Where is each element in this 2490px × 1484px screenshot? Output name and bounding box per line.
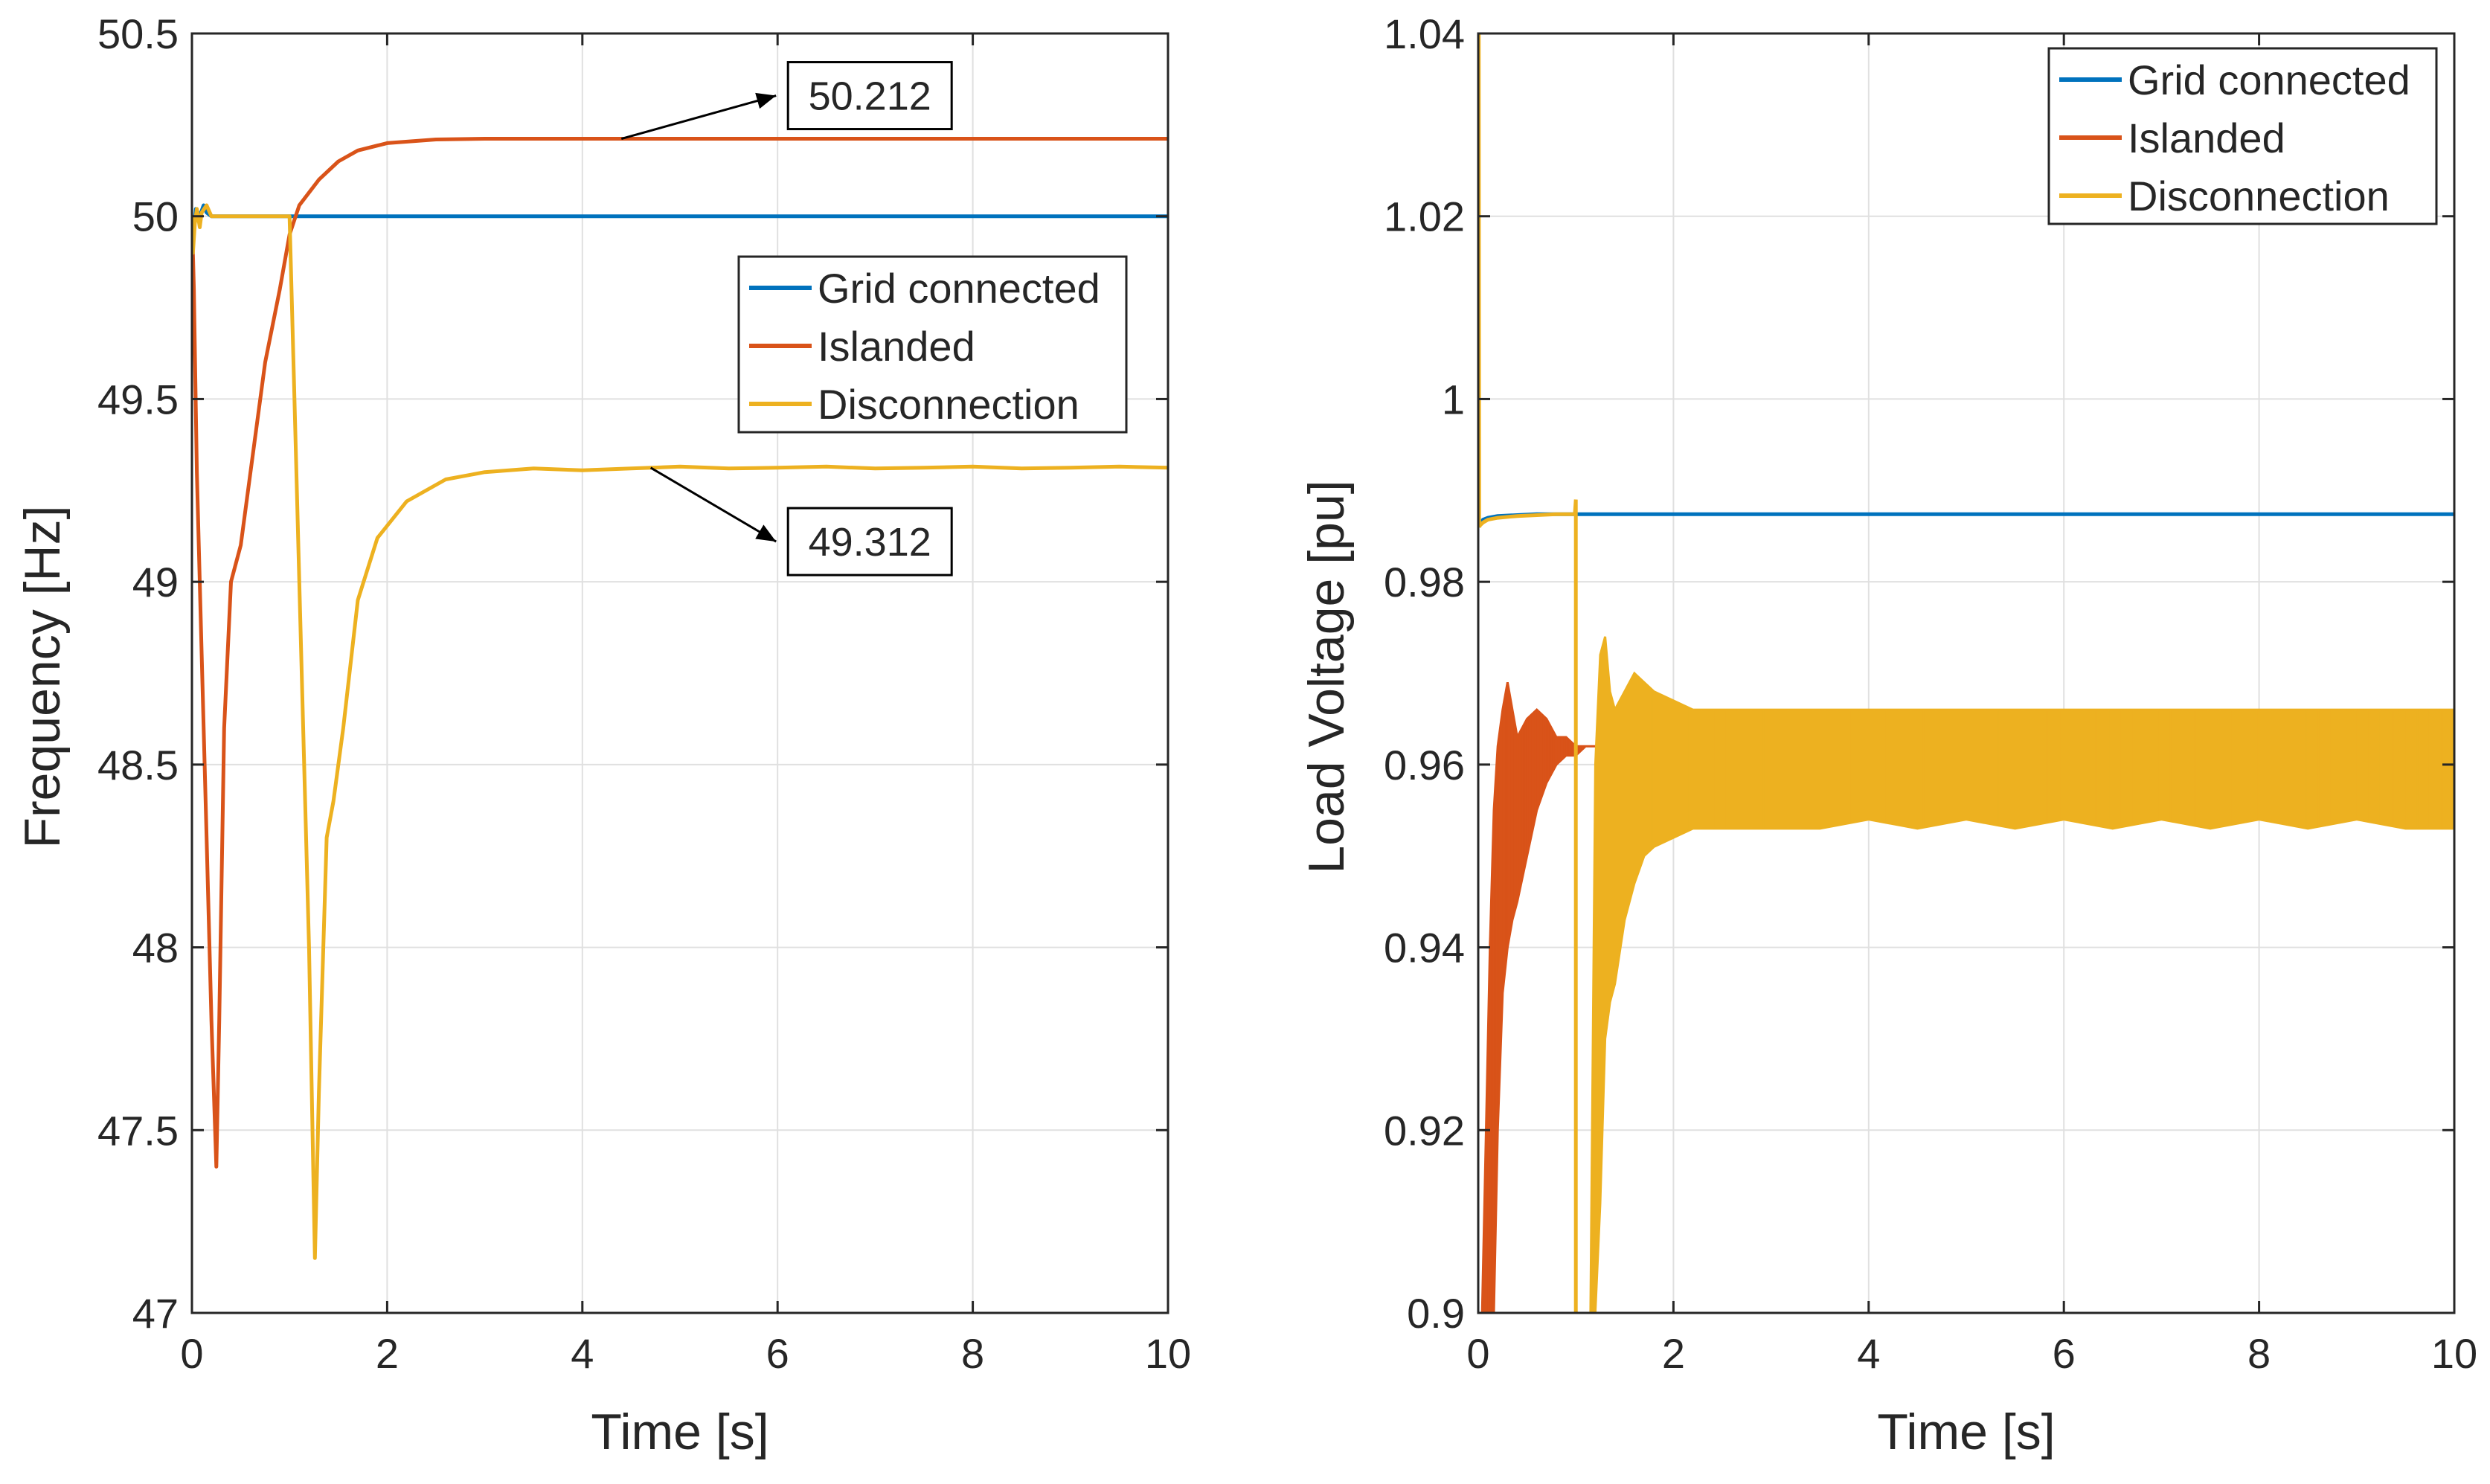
voltage-y-tick-label: 0.94 [1384, 925, 1465, 971]
frequency-y-tick-label: 50 [132, 193, 179, 240]
voltage-x-tick-label: 4 [1857, 1330, 1880, 1377]
frequency-plot-area [192, 33, 1168, 1313]
frequency-legend: Grid connected Islanded Disconnection [737, 255, 1128, 434]
voltage-x-tick-label: 2 [1662, 1330, 1685, 1377]
voltage-y-tick-label: 1.04 [1384, 10, 1465, 57]
frequency-series-disconnection [192, 203, 1168, 1260]
annotation-label: 50.212 [809, 74, 931, 119]
voltage-series [1478, 33, 2454, 1313]
frequency-x-tick-label: 8 [961, 1330, 984, 1377]
voltage-x-tick-label: 8 [2247, 1330, 2271, 1377]
frequency-y-tick-label: 47 [132, 1290, 179, 1337]
voltage-x-tick-label: 6 [2053, 1330, 2076, 1377]
voltage-x-axis-label: Time [s] [1877, 1404, 2055, 1460]
voltage-axes-box [1477, 32, 2456, 1314]
frequency-y-tick-label: 47.5 [97, 1107, 179, 1154]
annotation-arrow-head [755, 92, 777, 109]
voltage-ticks: 0 2 4 6 8 10 0.9 0.92 0.94 0.96 0.98 1 1.02 1.04 [1384, 10, 2477, 1377]
voltage-legend-label: Disconnection [2128, 173, 2390, 219]
voltage-legend: Grid connected Islanded Disconnection [2047, 47, 2438, 225]
frequency-y-tick-label: 48.5 [97, 742, 179, 788]
voltage-x-tick-label: 10 [2431, 1330, 2477, 1377]
voltage-series-disconnection-band [1589, 636, 2454, 1313]
frequency-x-tick-label: 0 [180, 1330, 203, 1377]
annotation-arrow-head [755, 524, 777, 542]
frequency-axes-box [190, 32, 1169, 1314]
frequency-x-tick-label: 4 [571, 1330, 594, 1377]
annotation-label: 49.312 [809, 520, 931, 565]
frequency-legend-label: Grid connected [818, 265, 1100, 312]
frequency-legend-label: Disconnection [818, 381, 1079, 428]
frequency-x-tick-label: 2 [376, 1330, 399, 1377]
voltage-y-tick-label: 1 [1442, 376, 1465, 423]
annotation-box [786, 507, 953, 576]
frequency-y-tick-label: 48 [132, 925, 179, 971]
frequency-series [192, 137, 1168, 1260]
annotation-arrow-line [620, 94, 777, 140]
voltage-plot-area [1478, 33, 2454, 1313]
voltage-y-tick-label: 0.96 [1384, 742, 1465, 788]
frequency-legend-label: Islanded [818, 323, 975, 370]
frequency-y-tick-label: 49 [132, 559, 179, 606]
voltage-series-disconnection-line [1478, 33, 1578, 1313]
frequency-x-axis-label: Time [s] [591, 1404, 769, 1460]
voltage-legend-label: Grid connected [2128, 57, 2410, 103]
annotation-box [786, 61, 953, 131]
frequency-y-axis-label: Frequency [Hz] [14, 505, 71, 848]
voltage-y-tick-label: 0.92 [1384, 1107, 1465, 1154]
frequency-x-tick-label: 6 [766, 1330, 789, 1377]
voltage-y-tick-label: 1.02 [1384, 193, 1465, 240]
frequency-x-tick-label: 10 [1145, 1330, 1191, 1377]
load-voltage-chart: Grid connected Islanded Disconnection 0 2 4 6… [1298, 10, 2477, 1460]
frequency-chart: 50.212 49.312 Grid connected Islanded Disco… [14, 10, 1191, 1460]
frequency-y-tick-label: 49.5 [97, 376, 179, 423]
annotation-arrow-line [649, 466, 777, 543]
frequency-y-tick-label: 50.5 [97, 10, 179, 57]
voltage-y-axis-label: Load Voltage [pu] [1298, 480, 1355, 873]
frequency-series-islanded [192, 137, 1168, 1169]
voltage-y-tick-label: 0.98 [1384, 559, 1465, 606]
voltage-y-tick-label: 0.9 [1407, 1290, 1465, 1337]
frequency-ticks: 0 2 4 6 8 10 47 47.5 48 48.5 49 49.5 50 50.5 [97, 10, 1191, 1377]
voltage-x-tick-label: 0 [1466, 1330, 1489, 1377]
voltage-legend-label: Islanded [2128, 115, 2285, 161]
frequency-annotations: 50.212 49.312 [620, 61, 953, 576]
